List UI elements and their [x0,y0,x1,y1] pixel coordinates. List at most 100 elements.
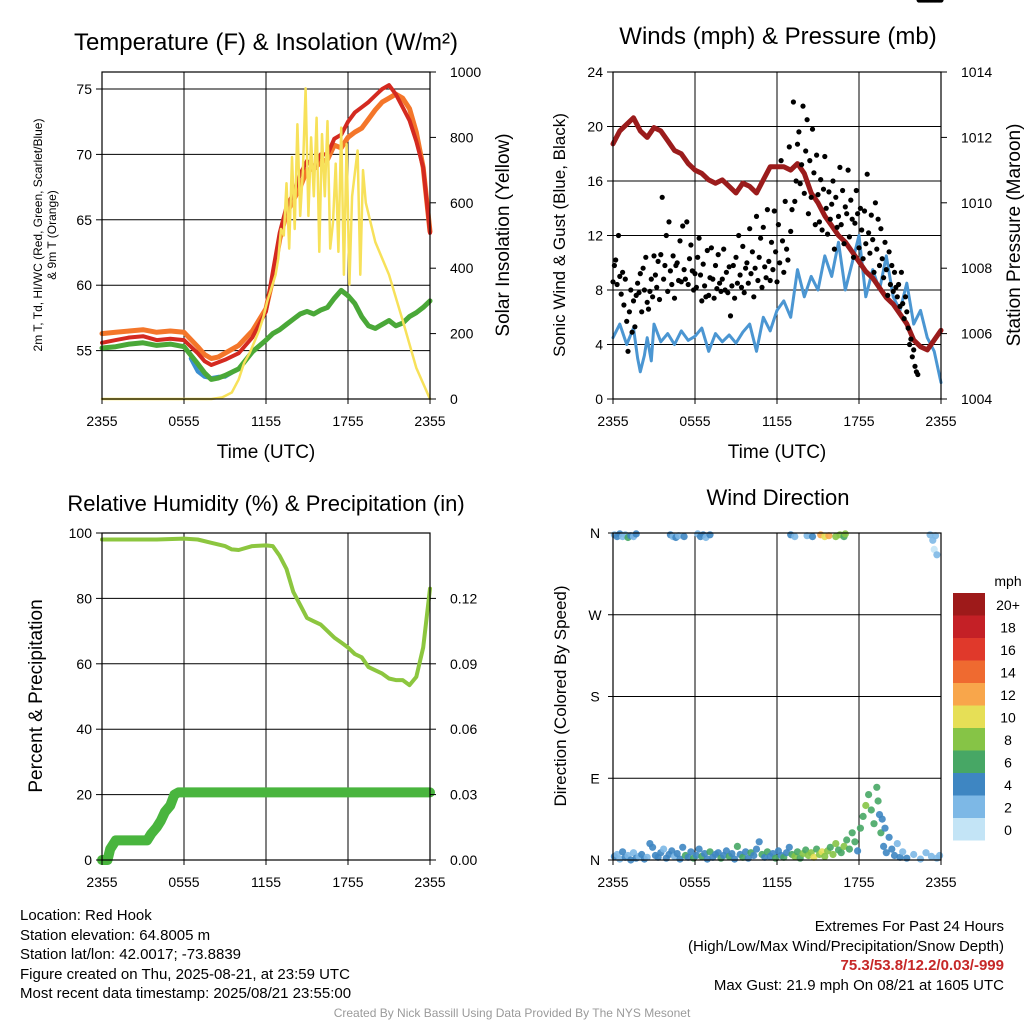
direction-point [856,824,865,832]
humidity-y-ticks: 0 20 40 60 80 100 [69,525,102,868]
gust-point [681,267,687,273]
direction-point [706,848,714,856]
gust-point [652,272,659,278]
gust-point [645,306,652,312]
direction-point [793,848,802,856]
direction-point [851,838,859,846]
gust-point [718,288,724,294]
gust-point [650,294,656,300]
direction-point [616,855,624,863]
direction-point [933,551,941,559]
gust-point [779,238,786,244]
gust-point [805,211,812,217]
wind-y-ticks: 0 4 8 12 16 20 24 [587,64,613,407]
gust-point [867,250,873,256]
gust-point [723,269,730,275]
gust-point [644,299,650,305]
temperature-x-label: Time (UTC) [217,442,316,463]
gust-point [712,262,719,269]
gust-point [632,324,638,330]
gust-point [740,243,746,249]
gust-point [908,336,914,342]
rh-y-tick-label: 0 [84,852,92,868]
temp-y2-tick-label: 600 [450,195,474,211]
colorbar-label: 14 [1000,665,1016,681]
gust-point [912,363,918,369]
gust-point [781,269,787,275]
gust-point [624,318,630,324]
gust-point [907,341,913,348]
temp-x-tick-label: 2355 [414,413,445,429]
direction-point [916,855,925,863]
colorbar-label: 6 [1004,755,1012,771]
gust-point [755,277,761,284]
gust-point [811,170,817,176]
gust-point [822,153,828,160]
direction-point [676,855,684,863]
gust-point [775,222,782,228]
gust-point [849,216,855,222]
gust-point [807,158,813,164]
rh-x-tick-label: 1755 [332,874,363,890]
colorbar-label: 16 [1000,642,1016,658]
colorbar-swatch [953,795,985,818]
direction-point [841,530,849,538]
insolation-y-ticks: 0 200 400 600 800 1000 [430,64,481,407]
direction-point [873,783,881,791]
colorbar-label: 12 [1000,687,1016,703]
wind-y2-tick-label: 1006 [961,326,992,342]
direction-point [703,855,711,863]
colorbar-label: 4 [1004,777,1012,793]
gust-point [734,280,741,286]
colorbar-swatch [953,660,985,683]
dir-y-tick-label: W [588,607,602,623]
wind-y2-tick-label: 1008 [961,260,992,276]
gust-point [770,267,776,273]
gust-point [874,246,880,252]
gust-point [620,269,626,275]
gust-point [762,264,768,270]
dir-x-tick-label: 2355 [597,874,628,890]
gust-point [814,152,820,158]
gust-point [737,272,743,278]
colorbar-label: 0 [1004,822,1012,838]
colorbar-swatch [953,638,985,661]
gust-point [887,281,894,288]
direction-point [922,849,930,857]
gust-point [744,260,750,266]
colorbar-swatch [953,728,985,751]
gust-point [749,249,756,255]
gust-point [856,245,862,251]
rh-y2-tick-label: 0.03 [450,787,477,803]
direction-point [874,797,882,805]
gust-point [902,294,909,300]
gust-point [629,329,635,335]
direction-point [742,848,750,856]
direction-y-label: Direction (Colored By Speed) [551,585,570,806]
humidity-title: Relative Humidity (%) & Precipitation (i… [67,491,464,516]
gust-point [801,190,807,196]
direction-point [810,853,818,861]
gust-point [766,258,772,264]
extremes-subtitle: (High/Low/Max Wind/Precipitation/Snow De… [688,937,1004,955]
temp-x-tick-label: 1155 [251,413,281,429]
gust-point [621,302,627,308]
direction-point [750,851,758,860]
gust-point [711,295,717,301]
colorbar-swatch [953,705,985,728]
gust-point [841,241,847,247]
direction-point [731,855,739,863]
colorbar-swatch [953,773,985,796]
wind-y-tick-label: 12 [587,228,603,244]
temp-x-tick-label: 2355 [86,413,117,429]
gust-point [715,252,721,258]
station-elevation: Station elevation: 64.8005 m [20,926,211,944]
wind-y2-tick-label: 1004 [961,391,992,407]
gust-point [915,371,921,378]
direction-point [837,849,845,857]
humidity-y-label: Percent & Precipitation [26,599,47,792]
extremes-info: Extremes For Past 24 Hours (High/Low/Max… [688,917,1004,995]
gust-point [904,309,910,315]
gust-point [747,226,753,232]
direction-point [881,824,889,832]
